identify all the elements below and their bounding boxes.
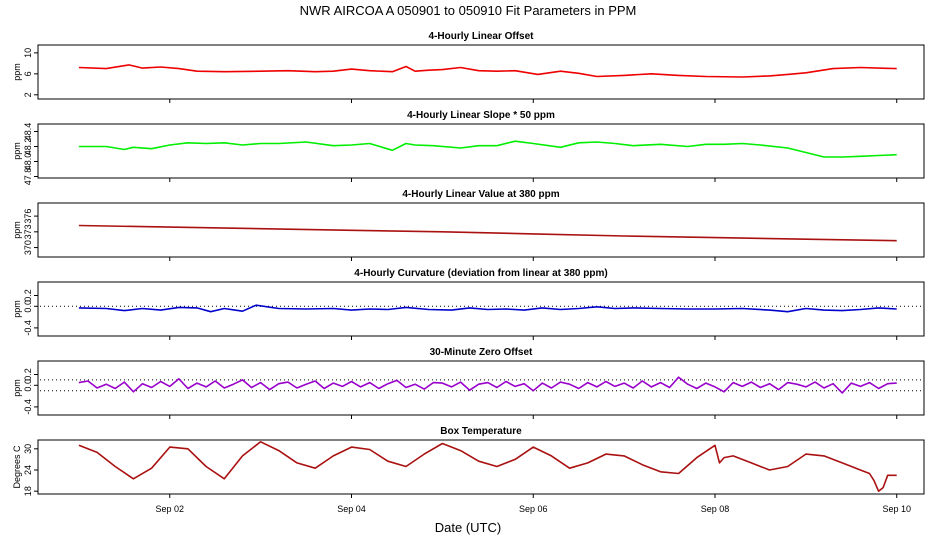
x-tick-label: Sep 04 [337, 504, 366, 514]
x-tick-label: Sep 02 [155, 504, 184, 514]
y-tick-label: 47.8 [23, 168, 33, 186]
plot-frame [37, 123, 925, 179]
panel-2: 4-Hourly Linear Slope * 50 ppm47.848.048… [12, 110, 925, 186]
x-tick-label: Sep 10 [882, 504, 911, 514]
y-tick-label: 2 [23, 92, 33, 97]
panel-title: 4-Hourly Linear Offset [428, 31, 534, 42]
y-axis-label: Degrees C [12, 445, 22, 489]
x-axis-label: Date (UTC) [435, 520, 501, 535]
y-tick-label: 48.4 [23, 123, 33, 141]
x-tick-labels: Sep 02 Sep 04 Sep 06 Sep 08 Sep 10 [155, 504, 911, 514]
y-tick-label: 0.0 [23, 379, 33, 392]
series-line [78, 140, 897, 158]
plot-frame [37, 281, 925, 337]
y-tick-label: 373 [23, 224, 33, 239]
plot-frame [37, 360, 925, 416]
x-tick-label: Sep 06 [519, 504, 548, 514]
panel-title: 30-Minute Zero Offset [430, 347, 533, 358]
y-tick-label: 30 [23, 444, 33, 454]
plot-frame [37, 202, 925, 258]
panel-title: Box Temperature [440, 426, 522, 437]
y-axis-label: ppm [12, 221, 22, 239]
y-tick-label: 0.2 [23, 368, 33, 381]
y-tick-label: -0.4 [23, 399, 33, 415]
y-tick-label: 0.0 [23, 300, 33, 313]
x-tick-label: Sep 08 [701, 504, 730, 514]
y-tick-label: 48.2 [23, 138, 33, 156]
y-axis-label: ppm [12, 300, 22, 318]
figure-title: NWR AIRCOA A 050901 to 050910 Fit Parame… [300, 3, 637, 18]
panel-4: 4-Hourly Curvature (deviation from linea… [12, 268, 925, 340]
series-line [78, 224, 897, 242]
y-axis-label: ppm [12, 379, 22, 397]
y-tick-label: 18 [23, 486, 33, 496]
plot-frame [37, 44, 925, 100]
panel-title: 4-Hourly Linear Value at 380 ppm [402, 189, 559, 200]
y-axis-label: ppm [12, 63, 22, 81]
y-tick-label: 376 [23, 209, 33, 224]
plot-frame [37, 439, 925, 495]
panel-title: 4-Hourly Curvature (deviation from linea… [354, 268, 607, 279]
y-tick-label: 24 [23, 465, 33, 475]
y-tick-label: 0.2 [23, 289, 33, 302]
series-line [78, 304, 897, 313]
series-line [78, 64, 897, 78]
y-tick-label: 48.0 [23, 153, 33, 171]
series-line [78, 376, 897, 394]
y-tick-label: 10 [23, 48, 33, 58]
y-axis-label: ppm [12, 142, 22, 160]
panel-3: 4-Hourly Linear Value at 380 ppm 37037337… [12, 189, 925, 261]
y-tick-label: -0.4 [23, 320, 33, 336]
series-line [78, 440, 897, 493]
y-tick-label: 6 [23, 71, 33, 76]
panel-title: 4-Hourly Linear Slope * 50 ppm [407, 110, 555, 121]
y-tick-label: 370 [23, 240, 33, 255]
